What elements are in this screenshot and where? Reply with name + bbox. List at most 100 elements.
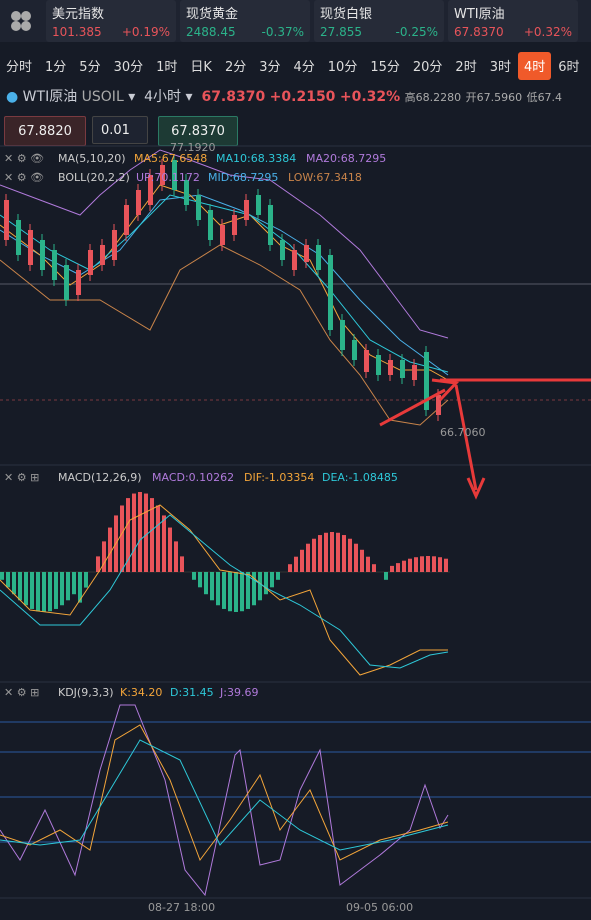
macd-bar <box>48 572 52 612</box>
ticker[interactable]: 现货黄金 2488.45 -0.37% <box>180 0 310 42</box>
ticker-name: WTI原油 <box>454 7 505 22</box>
macd-bar <box>396 563 400 572</box>
timeframe[interactable]: 2时 <box>455 60 477 75</box>
j-value: J:39.69 <box>219 686 258 699</box>
macd-bar <box>174 541 178 572</box>
macd-bar <box>234 572 238 612</box>
ticker-price: 101.385 <box>52 25 102 39</box>
timeframe[interactable]: 1时 <box>156 60 178 75</box>
macd-bar <box>96 556 100 572</box>
macd-bar <box>420 556 424 572</box>
date-label: 08-27 18:00 <box>148 901 215 914</box>
k-line <box>0 724 449 862</box>
macd-bar <box>426 556 430 572</box>
timeframe[interactable]: 分时 <box>6 60 33 75</box>
timeframe-row: 分时1分5分30分1时日K2分3分4分10分15分20分2时3时4时6时8时 <box>0 52 591 80</box>
macd-bar <box>444 558 448 572</box>
candle <box>376 355 381 375</box>
symbol-name[interactable]: WTI原油 <box>22 89 78 105</box>
timeframe[interactable]: 15分 <box>370 60 400 75</box>
candle <box>28 230 33 265</box>
macd-bar <box>360 549 364 572</box>
macd-bar <box>180 556 184 572</box>
candle <box>196 195 201 220</box>
timeframe[interactable]: 4时 <box>517 52 552 80</box>
timeframe[interactable]: 2分 <box>224 60 247 75</box>
period[interactable]: 4小时 <box>144 89 182 105</box>
macd-bar <box>294 556 298 572</box>
candle <box>172 160 177 190</box>
min-label: 66.7060 <box>440 426 486 439</box>
timeframe[interactable]: 10分 <box>327 60 358 75</box>
candle <box>4 200 9 240</box>
boll-mid <box>0 194 449 376</box>
candle <box>280 240 285 260</box>
low: 67.4 <box>537 91 563 104</box>
buy-price[interactable]: 67.8370 <box>158 116 238 146</box>
ticker-name: 现货黄金 <box>186 7 239 22</box>
boll-name: BOLL(20,2,2) <box>58 171 130 184</box>
macd-bar <box>306 543 310 572</box>
timeframe[interactable]: 5分 <box>79 60 101 75</box>
macd-bar <box>300 549 304 572</box>
candle <box>400 360 405 378</box>
candle <box>292 250 297 270</box>
macd-bar <box>120 505 124 572</box>
lot-input[interactable]: 0.01 <box>92 116 148 144</box>
timeframe[interactable]: 30分 <box>113 60 144 75</box>
timeframe[interactable]: 6时 <box>558 60 580 75</box>
ticker[interactable]: 现货白银 27.855 -0.25% <box>314 0 444 42</box>
high-label: 高 <box>404 91 416 104</box>
macd-bar <box>354 543 358 572</box>
logo[interactable] <box>0 0 42 42</box>
timeframe[interactable]: 20分 <box>412 60 443 75</box>
macd-bar <box>72 572 76 595</box>
macd-bar <box>258 572 262 601</box>
macd-bar <box>312 538 316 572</box>
candle <box>124 205 129 235</box>
ticker[interactable]: 美元指数 101.385 +0.19% <box>46 0 176 42</box>
macd-bar <box>252 572 256 606</box>
timeframe[interactable]: 3分 <box>259 60 281 75</box>
macd-bar <box>408 558 412 572</box>
macd-bar <box>372 564 376 572</box>
timeframe[interactable]: 3时 <box>489 60 511 75</box>
macd-bar <box>150 498 154 572</box>
macd-bar <box>402 560 406 572</box>
candle <box>136 190 141 215</box>
candle <box>304 245 309 262</box>
ticker-row: 101.385 +0.19% <box>52 25 170 39</box>
ma-name: MA(5,10,20) <box>58 152 126 165</box>
candle <box>208 210 213 240</box>
candle <box>220 225 225 245</box>
annotation-arrows <box>379 378 591 500</box>
ticker[interactable]: WTI原油 67.8370 +0.32% <box>448 0 578 42</box>
macd-bar <box>18 572 22 601</box>
macd-bar <box>30 572 34 609</box>
candle <box>364 350 369 372</box>
candle <box>184 180 189 205</box>
ticker-change: -0.25% <box>395 25 438 39</box>
ticker-name: 美元指数 <box>52 7 105 22</box>
macd-bar <box>276 572 280 580</box>
macd-bar <box>192 572 196 580</box>
macd-bar <box>222 572 226 609</box>
candle <box>232 215 237 235</box>
macd-name: MACD(12,26,9) <box>58 471 142 484</box>
macd-value: MACD:0.10262 <box>152 471 234 484</box>
macd-bar <box>336 532 340 572</box>
macd-bar <box>102 541 106 572</box>
boll-up <box>0 149 449 339</box>
ticker-row: 67.8370 +0.32% <box>454 25 572 39</box>
candle <box>244 200 249 220</box>
macd-bar <box>168 527 172 572</box>
low-label: 低 <box>526 91 538 104</box>
timeframe[interactable]: 4分 <box>293 60 315 75</box>
macd-bar <box>108 527 112 572</box>
timeframe[interactable]: 日K <box>190 60 212 75</box>
boll-low: LOW:67.3418 <box>288 171 362 184</box>
timeframe[interactable]: 1分 <box>45 60 67 75</box>
macd-bar <box>384 572 388 580</box>
candle <box>100 245 105 265</box>
